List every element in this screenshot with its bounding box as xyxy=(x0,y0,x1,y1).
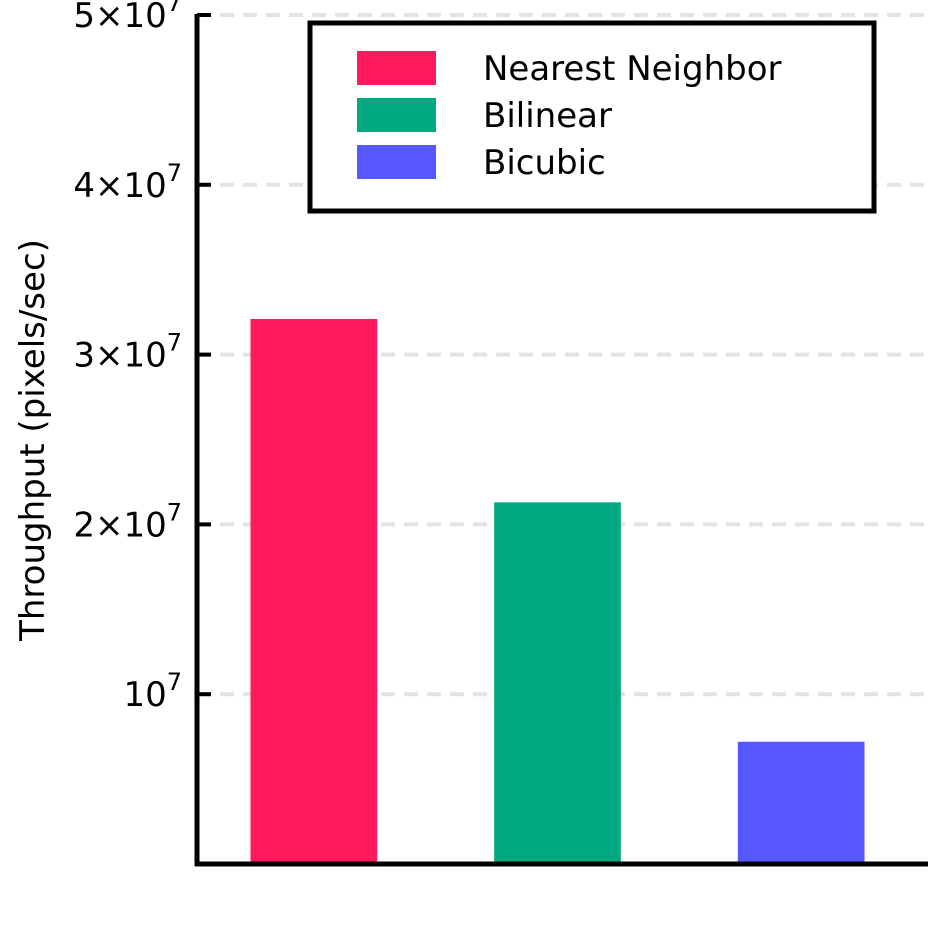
legend-box xyxy=(307,20,877,214)
legend-swatch xyxy=(357,145,436,179)
y-tick-label: 2×107 xyxy=(73,498,182,545)
legend-swatch xyxy=(357,98,436,132)
legend-label: Bilinear xyxy=(483,96,612,136)
bar-nearest-neighbor xyxy=(250,318,378,864)
legend: Nearest Neighbor Bilinear Bicubic xyxy=(307,20,877,214)
bar-bicubic xyxy=(737,741,865,864)
y-tick-label: 4×107 xyxy=(73,159,182,206)
bars xyxy=(250,318,865,864)
bar-bilinear xyxy=(494,502,621,864)
y-tick-label: 3×107 xyxy=(73,329,182,376)
legend-label: Nearest Neighbor xyxy=(483,49,782,89)
legend-label: Bicubic xyxy=(483,143,606,183)
y-ticks: 107 2×107 3×107 4×107 5×107 xyxy=(73,0,211,715)
y-tick-label: 5×107 xyxy=(73,0,182,36)
y-tick-label: 107 xyxy=(123,668,182,715)
legend-swatch xyxy=(357,51,436,85)
axes xyxy=(194,14,928,867)
y-axis-label: Throughput (pixels/sec) xyxy=(13,239,53,642)
